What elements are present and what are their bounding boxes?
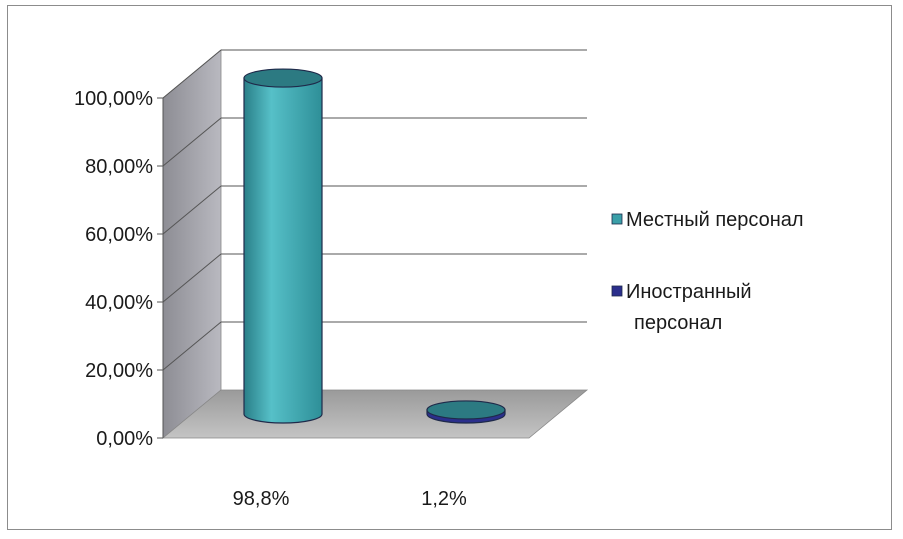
y-axis: 0,00% 20,00% 40,00% 60,00% 80,00% 100,00%	[74, 88, 164, 450]
gridline-diagonal	[162, 49, 222, 99]
y-tick-label: 80,00%	[85, 156, 153, 178]
bar-top	[426, 400, 506, 420]
x-category-label: 1,2%	[421, 488, 467, 510]
legend: Местный персонал Иностранный персонал	[611, 209, 804, 334]
legend-swatch	[611, 213, 623, 225]
chart-frame	[7, 5, 892, 530]
x-category-label: 98,8%	[233, 488, 290, 510]
bar-top	[243, 68, 323, 88]
y-tick-label: 100,00%	[74, 88, 153, 110]
bars	[243, 68, 506, 424]
gridline-diagonal	[162, 117, 222, 167]
chart-floor	[161, 389, 589, 439]
bar-cylinder	[426, 400, 506, 424]
bar-body	[243, 77, 323, 424]
gridline-diagonal	[162, 253, 222, 303]
legend-label: персонал	[634, 312, 722, 334]
x-axis-labels: 98,8% 1,2%	[233, 488, 467, 510]
gridline-diagonal	[162, 185, 222, 235]
bar-cylinder	[243, 68, 323, 424]
legend-label: Иностранный	[626, 281, 752, 303]
gridline-diagonal	[162, 321, 222, 371]
y-tick-label: 60,00%	[85, 224, 153, 246]
legend-label: Местный персонал	[626, 209, 804, 231]
chart-side-wall	[162, 49, 222, 439]
y-tick-label: 40,00%	[85, 292, 153, 314]
legend-swatch	[611, 285, 623, 297]
grid-lines	[162, 49, 587, 371]
y-tick-label: 0,00%	[96, 428, 153, 450]
y-tick-label: 20,00%	[85, 360, 153, 382]
